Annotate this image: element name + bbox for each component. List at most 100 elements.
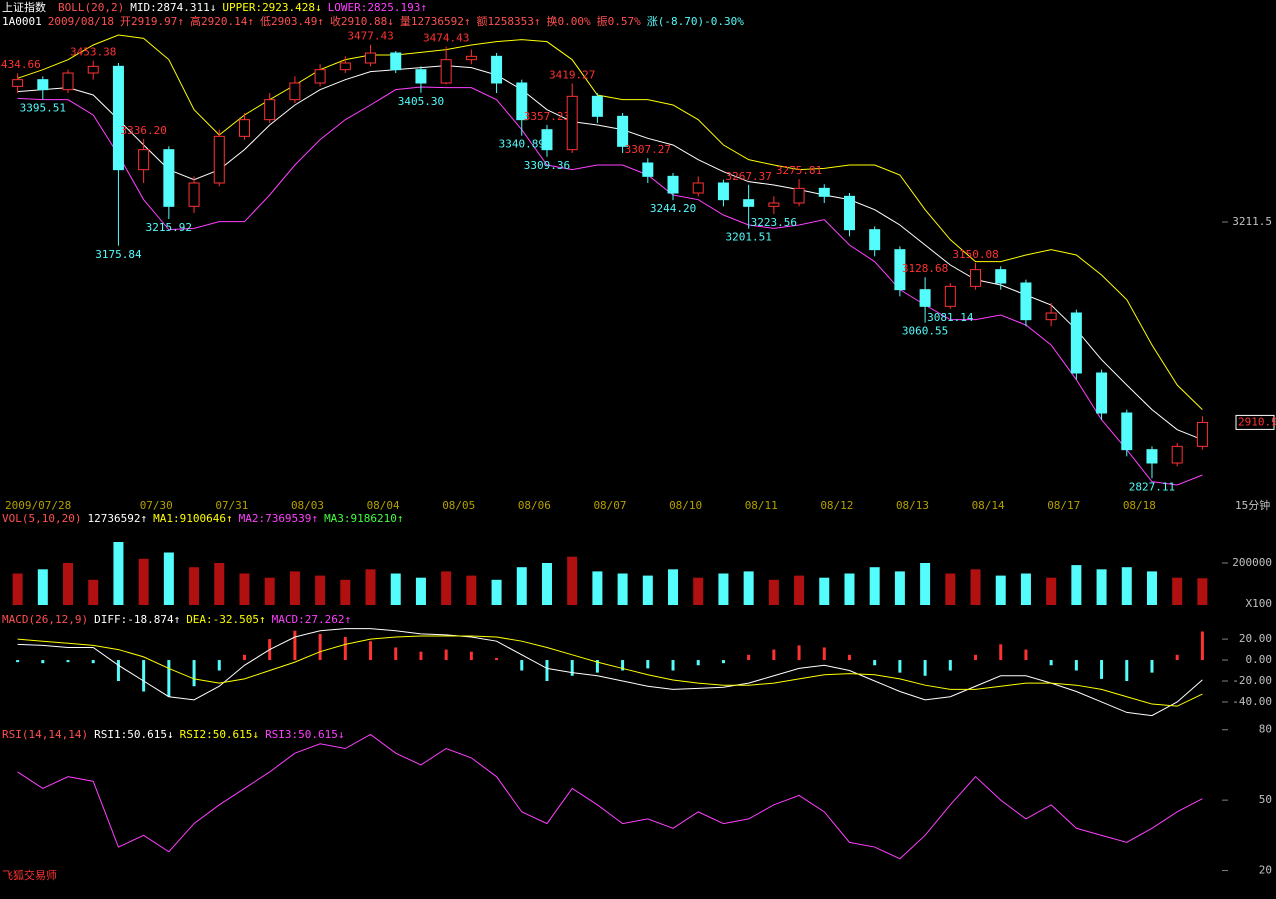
volume-bar xyxy=(995,575,1006,605)
readout: 低2903.49↑ xyxy=(260,15,324,28)
volume-bar xyxy=(189,567,200,605)
low-label: 3309.36 xyxy=(524,159,570,172)
readout: MA3:9186210↑ xyxy=(324,512,403,525)
volume-bar xyxy=(920,563,931,605)
candle-body xyxy=(617,115,629,147)
volume-bar xyxy=(617,573,628,605)
high-label: 3453.38 xyxy=(70,46,116,59)
high-label: 3307.27 xyxy=(625,143,671,156)
volume-bar xyxy=(693,577,704,605)
candle-body xyxy=(1045,312,1057,321)
x-tick-label: 07/31 xyxy=(215,499,248,512)
readout: 2009/08/18 xyxy=(48,15,114,28)
volume-bar xyxy=(844,573,855,605)
boll-line xyxy=(17,34,1203,411)
macd-line xyxy=(17,635,1203,707)
candle-body xyxy=(238,119,250,137)
candle-body xyxy=(541,129,553,151)
volume-bar xyxy=(743,571,754,605)
candle-body xyxy=(12,79,24,87)
high-label: 3150.08 xyxy=(952,248,998,261)
candle-body xyxy=(768,202,780,207)
candle-body xyxy=(138,149,150,171)
unit-label: X100 xyxy=(1246,597,1273,610)
candle-body xyxy=(1020,282,1032,321)
volume-bar xyxy=(894,571,905,605)
volume-bar xyxy=(289,571,300,605)
candle-body xyxy=(213,135,225,184)
volume-bar xyxy=(415,577,426,605)
high-label: 3434.66 xyxy=(0,58,41,71)
candle-body xyxy=(591,95,603,117)
period-label: 15分钟 xyxy=(1235,498,1270,512)
high-label: 3419.27 xyxy=(549,68,595,81)
readout: 收2910.88↓ xyxy=(330,14,394,28)
candle-body xyxy=(667,175,679,194)
high-label: 3474.43 xyxy=(423,32,469,45)
volume-bar xyxy=(1146,571,1157,605)
volume-bar xyxy=(138,558,149,605)
volume-bar xyxy=(1020,573,1031,605)
volume-bar xyxy=(1071,565,1082,605)
y-tick-label: 80 xyxy=(1259,723,1272,736)
volume-bar xyxy=(869,567,880,605)
volume-bar xyxy=(466,575,477,605)
high-label: 3357.23 xyxy=(524,110,570,123)
readout: 12736592↑ xyxy=(87,512,147,525)
volume-bar xyxy=(1096,569,1107,605)
readout: 额1258353↑ xyxy=(477,15,541,28)
low-label: 3340.89 xyxy=(499,138,545,151)
candle-body xyxy=(944,285,956,307)
low-label: 3244.20 xyxy=(650,202,696,215)
candle-body xyxy=(440,59,452,84)
high-label: 3477.43 xyxy=(347,30,393,43)
readout: UPPER:2923.428↓ xyxy=(222,1,321,14)
low-label: 3223.56 xyxy=(751,216,797,229)
candle-body xyxy=(642,162,654,177)
volume-bar xyxy=(214,563,225,605)
candle-body xyxy=(491,55,503,84)
last-price-label: 2910.9 xyxy=(1238,415,1276,428)
volume-bar xyxy=(63,563,74,605)
volume-bar xyxy=(1172,577,1183,605)
x-tick-label: 08/11 xyxy=(745,499,778,512)
candle-body xyxy=(37,79,49,91)
readout: VOL(5,10,20) xyxy=(2,512,81,525)
low-label: 3081.14 xyxy=(927,311,974,324)
readout: MID:2874.311↓ xyxy=(130,1,216,14)
x-tick-label: 08/14 xyxy=(972,499,1005,512)
low-label: 3395.51 xyxy=(20,101,66,114)
y-tick-label: 3211.5 xyxy=(1232,215,1272,228)
readout: 高2920.14↑ xyxy=(190,14,254,28)
last-price-tag xyxy=(1235,414,1275,430)
readout: DIFF:-18.874↑ xyxy=(94,613,180,626)
readout: RSI(14,14,14) xyxy=(2,728,88,741)
x-tick-label: 08/12 xyxy=(820,499,853,512)
candle-body xyxy=(365,52,377,64)
volume-bar xyxy=(1046,577,1057,605)
low-label: 3201.51 xyxy=(725,231,771,244)
low-label: 3215.92 xyxy=(146,221,192,234)
readout: DEA:-32.505↑ xyxy=(186,613,265,626)
brand: 飞狐交易师 xyxy=(2,868,57,882)
y-tick-label: 20 xyxy=(1259,864,1272,877)
candle-body xyxy=(818,187,830,197)
x-tick-label: 2009/07/28 xyxy=(5,499,71,512)
candle-body xyxy=(289,82,301,101)
readout: MACD:27.262↑ xyxy=(272,613,351,626)
candle-body xyxy=(1171,445,1183,464)
x-tick-label: 08/13 xyxy=(896,499,929,512)
readout: 量12736592↑ xyxy=(400,15,471,28)
candle-body xyxy=(1070,312,1082,374)
candle-body xyxy=(793,187,805,204)
candle-body xyxy=(415,69,427,84)
volume-bar xyxy=(340,579,351,605)
x-tick-label: 08/17 xyxy=(1047,499,1080,512)
candle-body xyxy=(894,249,906,291)
candle-body xyxy=(919,289,931,307)
candle-body xyxy=(87,65,99,74)
candle-body xyxy=(188,182,200,207)
readout: RSI1:50.615↓ xyxy=(94,728,173,741)
title: 上证指数 xyxy=(2,0,46,14)
readout: MA1:9100646↑ xyxy=(153,512,232,525)
